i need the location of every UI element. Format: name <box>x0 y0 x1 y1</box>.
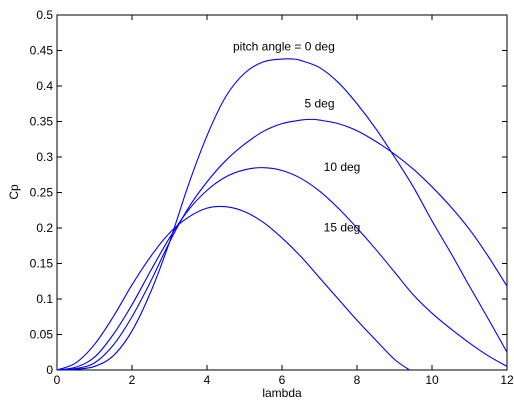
x-tick-label: 6 <box>279 373 286 387</box>
x-axis-label: lambda <box>262 386 302 400</box>
x-tick-label: 0 <box>54 373 61 387</box>
plot-frame <box>56 14 508 371</box>
y-tick-label: 0.35 <box>30 115 54 129</box>
curve-annotation-0: pitch angle = 0 deg <box>233 40 335 54</box>
x-tick-label: 2 <box>129 373 136 387</box>
curve-annotations: pitch angle = 0 deg 5 deg 10 deg 15 deg <box>233 40 360 235</box>
y-tick-label: 0.1 <box>36 292 53 306</box>
series-line-0 <box>56 58 508 371</box>
y-tick-label: 0.15 <box>30 257 54 271</box>
y-tick-label: 0.5 <box>36 8 53 22</box>
curve-annotation-2: 10 deg <box>324 160 361 174</box>
series-line-1 <box>56 118 508 371</box>
series-line-3 <box>56 205 410 371</box>
curve-annotation-1: 5 deg <box>304 96 334 110</box>
series-lines <box>56 58 508 371</box>
x-tick-label: 10 <box>425 373 439 387</box>
x-tick-label: 4 <box>204 373 211 387</box>
series-line-2 <box>56 167 508 371</box>
y-tick-label: 0.2 <box>36 221 53 235</box>
y-tick-label: 0.25 <box>30 186 54 200</box>
x-tick-label: 8 <box>354 373 361 387</box>
x-tick-label: 12 <box>500 373 514 387</box>
y-tick-label: 0.45 <box>30 44 54 58</box>
y-tick-label: 0.3 <box>36 150 53 164</box>
axis-ticks: 0 2 4 6 8 10 12 0 0.05 0.1 0.15 0.2 0.25 0.3 0.35 0.4 0.… <box>30 8 514 387</box>
y-tick-label: 0.05 <box>30 328 54 342</box>
curve-annotation-3: 15 deg <box>324 221 361 235</box>
y-axis-label: Cp <box>7 184 21 200</box>
y-tick-label: 0.4 <box>36 79 53 93</box>
y-tick-label: 0 <box>46 363 53 377</box>
